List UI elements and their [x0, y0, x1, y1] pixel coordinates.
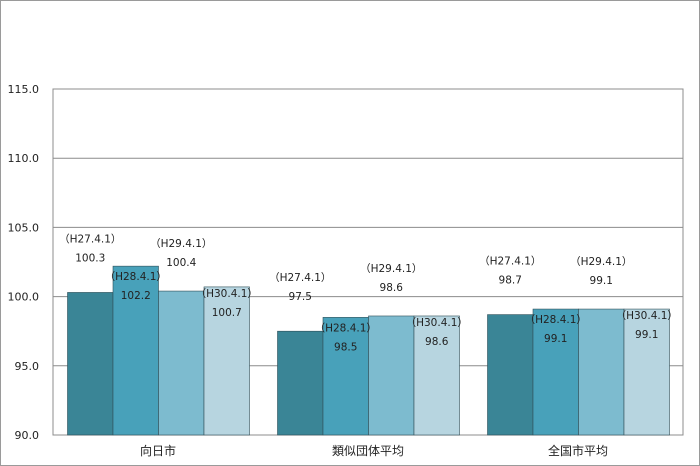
bar	[413, 315, 460, 436]
x-tick-label: 向日市	[140, 443, 176, 458]
bar	[203, 286, 250, 436]
bar	[623, 308, 670, 436]
x-tick-label: 全国市平均	[548, 443, 608, 458]
bar	[578, 308, 625, 436]
y-tick-label: 105.0	[8, 221, 40, 234]
data-label: （H27.4.1） 100.3	[59, 233, 121, 264]
bar	[158, 290, 205, 436]
data-label: （H30.4.1） 100.7	[196, 288, 258, 319]
data-label: （H30.4.1） 99.1	[616, 310, 678, 341]
bar	[532, 308, 579, 436]
x-tick-label: 類似団体平均	[332, 444, 404, 458]
y-tick-label: 115.0	[8, 83, 40, 96]
data-label: （H28.4.1） 102.2	[105, 271, 167, 302]
bar	[67, 292, 114, 436]
data-label: （H29.4.1） 98.6	[360, 263, 422, 294]
y-tick-label: 110.0	[8, 152, 40, 165]
bar	[322, 317, 369, 436]
bar	[277, 330, 324, 436]
data-label: （H27.4.1） 97.5	[269, 272, 331, 303]
bar	[112, 265, 159, 436]
data-label: （H27.4.1） 98.7	[479, 256, 541, 287]
bar	[487, 314, 534, 436]
data-label: （H29.4.1） 100.4	[150, 238, 212, 269]
data-label: （H29.4.1） 99.1	[570, 256, 632, 287]
data-label: （H30.4.1） 98.6	[406, 317, 468, 348]
data-label: （H28.4.1） 98.5	[315, 322, 377, 353]
y-tick-label: 95.0	[15, 360, 40, 373]
y-tick-label: 90.0	[15, 429, 40, 442]
y-tick-label: 100.0	[8, 291, 40, 304]
data-label: （H28.4.1） 99.1	[525, 314, 587, 345]
bar	[368, 315, 415, 436]
